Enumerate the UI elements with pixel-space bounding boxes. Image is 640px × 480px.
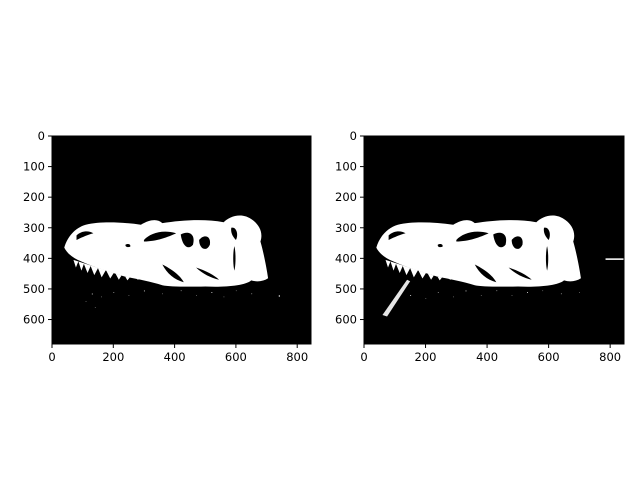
y-tick-label: 100 [23, 160, 45, 174]
x-tick-label: 800 [286, 350, 308, 364]
x-tick-label: 200 [415, 350, 437, 364]
x-tick-label: 400 [476, 350, 498, 364]
y-tick-label: 500 [335, 282, 357, 296]
y-tick-label: 600 [335, 313, 357, 327]
x-tick-label: 200 [102, 350, 124, 364]
x-tick-label: 800 [599, 350, 621, 364]
y-tick-label: 600 [23, 313, 45, 327]
y-tick-label: 0 [350, 129, 357, 143]
x-tick-label: 0 [48, 350, 55, 364]
y-tick-label: 300 [23, 221, 45, 235]
y-tick-label: 400 [23, 251, 45, 265]
y-tick-label: 100 [335, 160, 357, 174]
x-tick-label: 0 [360, 350, 367, 364]
y-tick-label: 0 [38, 129, 45, 143]
y-tick-label: 400 [335, 251, 357, 265]
y-tick-label: 200 [335, 190, 357, 204]
x-tick-label: 400 [164, 350, 186, 364]
right-panel: 0 200 400 600 800 0 100 200 300 400 500 600 [335, 129, 625, 364]
left-panel: 0 200 400 600 800 0 100 200 300 400 500 600 [23, 129, 312, 364]
x-tick-label: 600 [538, 350, 560, 364]
x-tick-label: 600 [225, 350, 247, 364]
left-image [52, 136, 311, 344]
y-tick-label: 300 [335, 221, 357, 235]
y-tick-label: 200 [23, 190, 45, 204]
right-image [364, 136, 624, 344]
y-tick-label: 500 [23, 282, 45, 296]
